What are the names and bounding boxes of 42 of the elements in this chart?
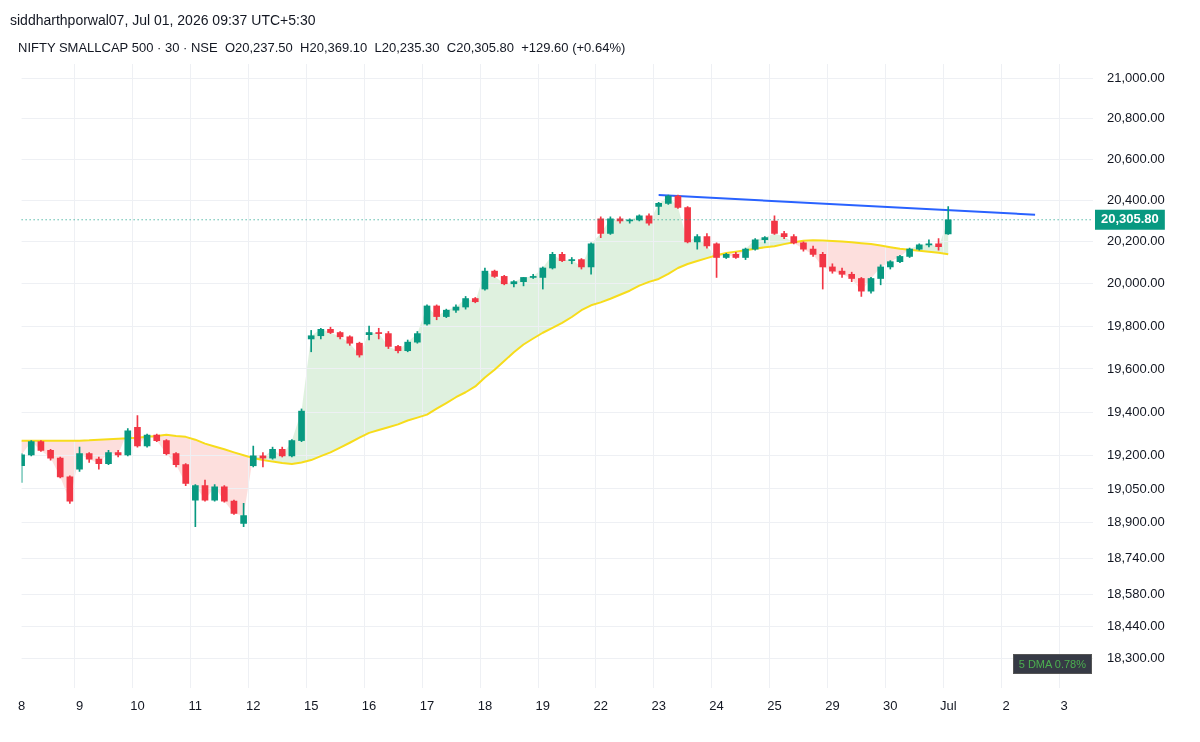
x-tick-label: 9 [75,697,84,713]
y-tick-label: 18,580.00 [1107,585,1165,601]
y-tick-label: 19,400.00 [1107,403,1165,419]
y-tick-label: 19,050.00 [1107,480,1165,496]
x-tick-label: 19 [535,697,551,713]
y-tick-label: 21,000.00 [1107,69,1165,85]
y-tick-label: 18,740.00 [1107,549,1165,565]
x-tick-label: 12 [246,697,261,713]
x-tick-label: 11 [188,697,203,713]
x-tick-label: Jul [939,697,957,713]
y-tick-label: 20,000.00 [1107,275,1165,291]
ref-line-label: 20,305.80 [1101,211,1159,227]
y-tick-label: 19,200.00 [1107,447,1165,463]
x-tick-label: 3 [1060,697,1068,713]
annotation: 5 DMA 0.78% [1012,654,1092,674]
candlestick [365,325,373,341]
y-tick-label: 20,200.00 [1107,233,1165,249]
x-tick-label: 16 [361,697,377,713]
x-tick-label: 24 [709,697,724,713]
y-tick-label: 19,800.00 [1107,317,1165,333]
y-tick-label: 18,440.00 [1107,617,1165,633]
x-tick-label: 8 [18,697,26,713]
x-tick-label: 30 [883,697,898,713]
x-tick-label: 23 [651,697,666,713]
candlestick [307,330,315,353]
y-tick-label: 18,900.00 [1107,513,1165,529]
x-tick-label: 17 [419,697,435,713]
y-tick-label: 20,800.00 [1107,109,1165,125]
x-tick-label: 2 [1002,697,1010,713]
y-tick-label: 18,300.00 [1107,649,1165,665]
x-tick-label: 25 [767,697,782,713]
x-tick-label: 10 [130,697,145,713]
y-tick-label: 20,400.00 [1107,191,1165,207]
x-tick-label: 18 [477,697,493,713]
y-tick-label: 20,600.00 [1107,150,1165,166]
x-tick-label: 15 [303,697,319,713]
chart-title: siddharthporwal07, Jul 01, 2026 09:37 UTC+5:30 [9,11,317,30]
y-tick-label: 19,600.00 [1107,360,1165,376]
candlestick [375,327,383,340]
x-tick-label: 22 [593,697,608,713]
x-tick-label: 29 [825,697,840,713]
chart-subtitle: NIFTY SMALLCAP 500 · 30 · NSE O20,237.50 H20,369.10 L20,235.30 C20,305.80 +129.60 (+0.64%) [18,40,626,55]
